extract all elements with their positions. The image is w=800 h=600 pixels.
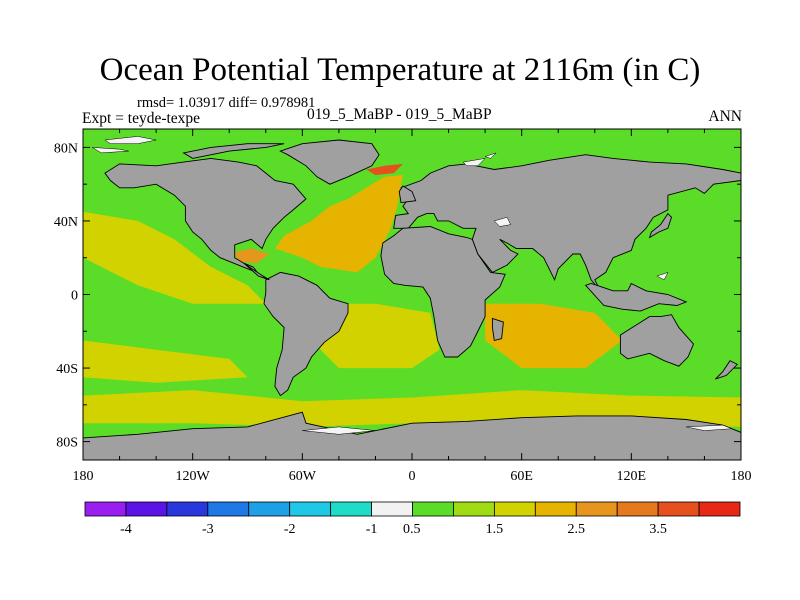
x-tick-label: 180 (731, 469, 752, 484)
no-data-patch (484, 152, 497, 159)
colorbar-label: 1.5 (486, 522, 504, 537)
colorbar-swatch (166, 501, 209, 517)
no-data-patch (686, 424, 732, 431)
x-tick-label: 60W (289, 469, 317, 484)
x-tick-label: 60E (510, 469, 533, 484)
colorbar-swatch (657, 501, 700, 517)
season-label: ANN (708, 108, 742, 125)
x-tick-label: 120E (617, 469, 647, 484)
no-data-patch (104, 136, 157, 144)
region-indian-ocean-warm (485, 303, 623, 369)
colorbar-label: -3 (202, 522, 214, 537)
colorbar-swatch (248, 501, 291, 517)
no-data-patch (302, 426, 376, 435)
colorbar-label: 2.5 (568, 522, 586, 537)
y-tick-label: 80N (54, 141, 78, 156)
region-north-atlantic-warm (274, 175, 403, 273)
region-north-pacific-warm (83, 211, 266, 304)
colorbar-swatch (330, 501, 372, 517)
no-data-patch (656, 271, 669, 281)
y-axis: 80N 40N 0 40S 80S (54, 141, 741, 451)
colorbar-swatch (534, 501, 577, 517)
x-tick-label: 0 (409, 469, 416, 484)
land-maritime-asia (584, 282, 688, 312)
colorbar-label: 3.5 (649, 522, 667, 537)
colorbar-label: -2 (284, 522, 296, 537)
map-layer (83, 129, 741, 460)
land-australia (619, 314, 695, 367)
colorbar-label: 0.5 (403, 522, 421, 537)
no-data-patch (493, 217, 512, 227)
x-tick-label: 180 (73, 469, 94, 484)
land-new-zealand (715, 360, 739, 380)
colorbar-swatch (84, 501, 127, 517)
land-antarctica (83, 411, 741, 460)
x-tick-label: 120W (176, 469, 211, 484)
region-nordic-seas-hot (366, 163, 403, 175)
no-data-patch (91, 147, 129, 154)
no-data-patches (91, 136, 732, 435)
colorbar-label: -1 (366, 522, 378, 537)
land-uk (398, 185, 417, 204)
experiment-label: Expt = teyde-texpe (82, 110, 201, 127)
colorbar-swatch (289, 501, 332, 517)
colorbar-swatch (698, 501, 741, 517)
colorbar-swatch (412, 501, 454, 517)
land-africa (380, 226, 506, 358)
colorbar-swatch (453, 501, 495, 517)
land-masses (83, 139, 741, 460)
y-tick-label: 40N (54, 215, 78, 230)
region-south-pacific-warm (83, 340, 248, 383)
colorbar-swatch (616, 501, 659, 517)
stats-text: rmsd= 1.03917 diff= 0.978981 (137, 95, 316, 111)
colorbar-swatch (575, 501, 618, 517)
land-greenland (279, 139, 380, 185)
colorbar-swatch (493, 501, 536, 517)
y-tick-label: 80S (56, 436, 78, 451)
land-central-america-link (243, 262, 270, 281)
x-axis: 180 120W 60W 0 60E 120E 180 (73, 129, 752, 484)
colorbar-swatch (207, 501, 250, 517)
colorbar-swatch (125, 501, 168, 517)
no-data-patch (462, 158, 486, 167)
land-south-america (263, 271, 349, 397)
region-gulf-of-mexico-warm (234, 248, 270, 264)
chart-title: Ocean Potential Temperature at 2116m (in… (99, 52, 701, 88)
case-label: 019_5_MaBP - 019_5_MaBP (307, 106, 492, 123)
land-madagascar (491, 317, 504, 342)
land-japan (648, 212, 673, 239)
land-arctic-islands (182, 143, 285, 159)
y-tick-label: 40S (56, 362, 78, 377)
colorbar-swatch (371, 501, 413, 517)
land-north-america (104, 157, 307, 281)
y-tick-label: 0 (71, 289, 78, 304)
colorbar-label: -4 (120, 522, 132, 537)
colorbar: -4 -3 -2 -1 0.5 1.5 2.5 3.5 (84, 501, 741, 537)
